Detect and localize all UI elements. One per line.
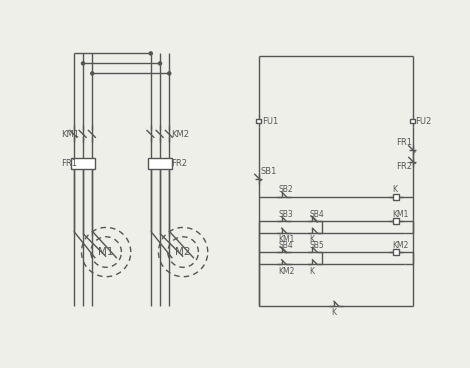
Text: FR2: FR2	[172, 159, 188, 168]
Circle shape	[158, 62, 162, 65]
Circle shape	[149, 52, 152, 55]
Text: FU2: FU2	[415, 117, 431, 125]
Text: KM1: KM1	[62, 130, 79, 139]
Text: FR1: FR1	[62, 159, 78, 168]
Text: K: K	[392, 185, 398, 194]
Bar	[410, 119, 415, 124]
Text: SB2: SB2	[279, 185, 293, 194]
Text: FR1: FR1	[396, 138, 412, 147]
Text: SB1: SB1	[261, 167, 277, 176]
Bar	[392, 218, 399, 224]
Bar	[392, 249, 399, 255]
Text: FR2: FR2	[396, 162, 412, 171]
Bar	[70, 158, 95, 169]
Text: SB4: SB4	[279, 241, 293, 250]
Bar	[256, 119, 261, 124]
Circle shape	[81, 62, 85, 65]
Text: M1: M1	[98, 247, 114, 257]
Text: K: K	[331, 308, 336, 317]
Text: SB4: SB4	[309, 210, 324, 219]
Text: KM1: KM1	[279, 235, 295, 244]
Circle shape	[168, 72, 171, 75]
Text: KM2: KM2	[172, 130, 189, 139]
Text: K: K	[309, 235, 314, 244]
Text: KM2: KM2	[279, 267, 295, 276]
Text: SB5: SB5	[309, 241, 324, 250]
Text: KM2: KM2	[392, 241, 409, 250]
Text: KM1: KM1	[392, 210, 409, 219]
Bar	[392, 194, 399, 200]
Text: SB3: SB3	[279, 210, 293, 219]
Circle shape	[91, 72, 94, 75]
Bar	[148, 158, 172, 169]
Text: FU1: FU1	[262, 117, 278, 125]
Text: M2: M2	[175, 247, 191, 257]
Text: K: K	[309, 267, 314, 276]
